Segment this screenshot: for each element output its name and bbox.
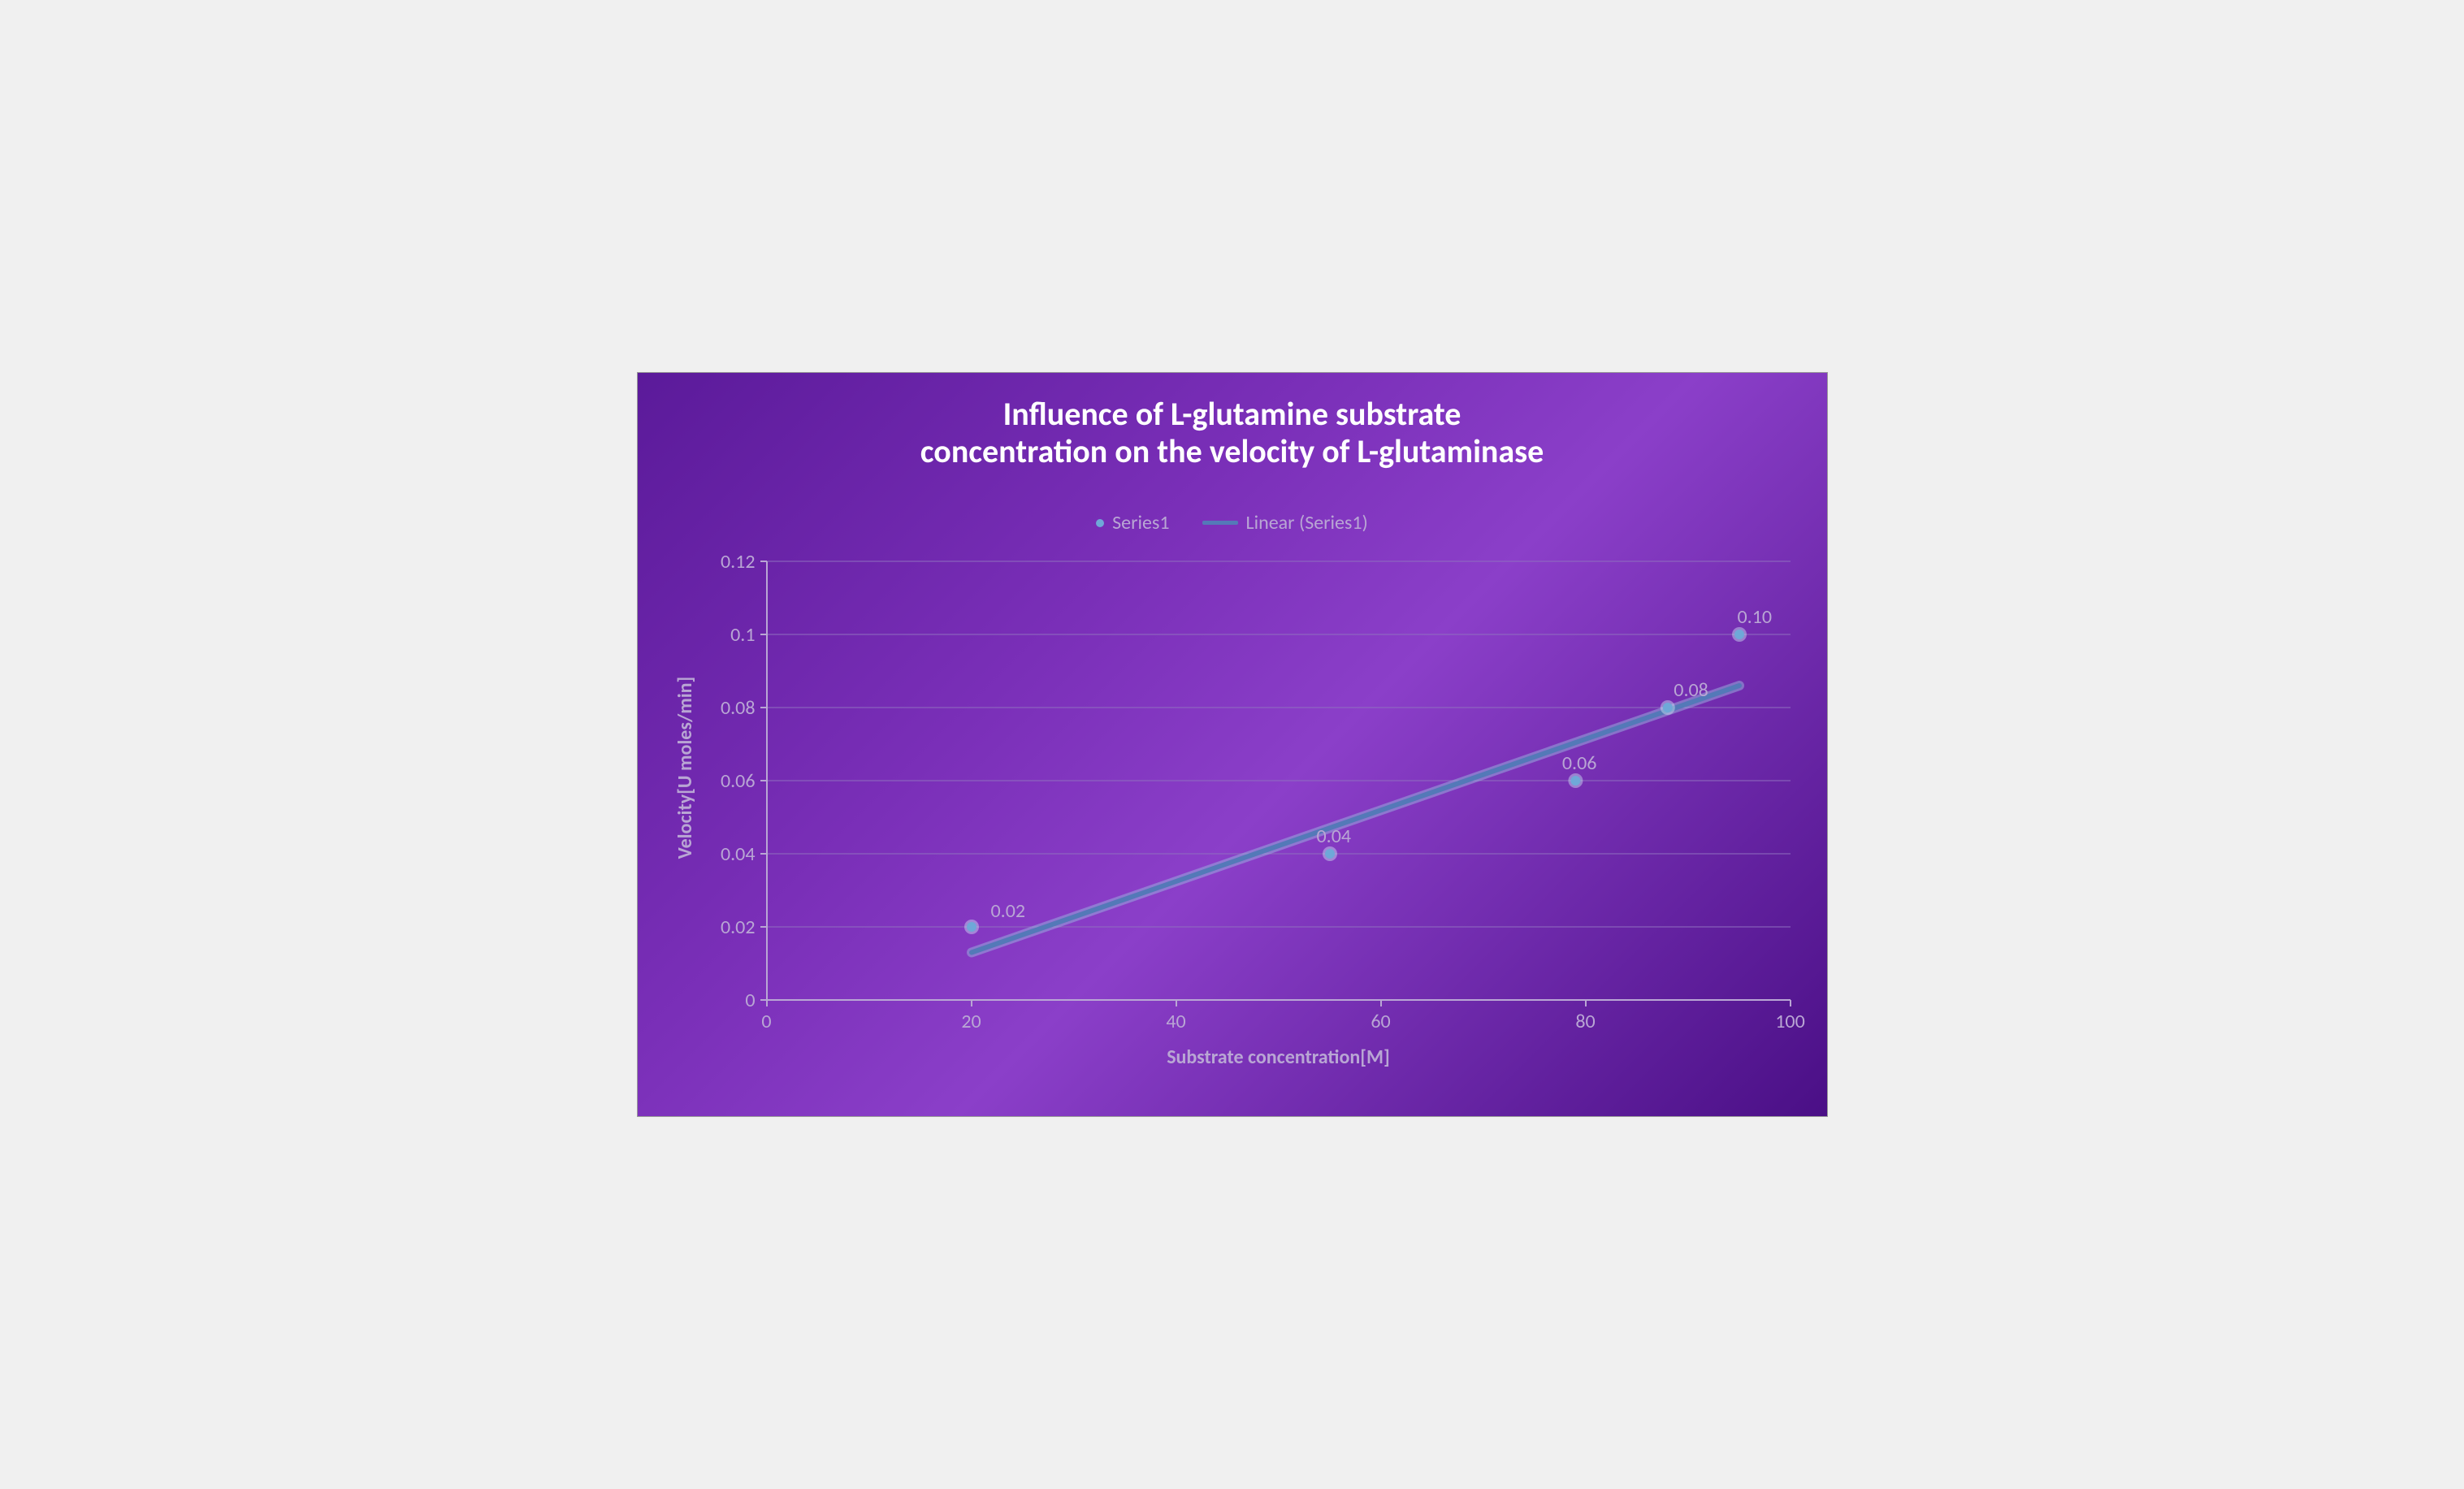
- y-tick-label: 0.04: [691, 842, 756, 866]
- y-tick-label: 0: [691, 989, 756, 1012]
- x-tick-label: 100: [1766, 1010, 1815, 1033]
- x-tick-label: 80: [1561, 1010, 1610, 1033]
- data-point-label: 0.10: [1738, 605, 1773, 629]
- x-tick-label: 20: [947, 1010, 996, 1033]
- legend-item: Linear (Series1): [1202, 511, 1368, 535]
- plot-svg: [767, 561, 1791, 1000]
- y-tick-label: 0.12: [691, 550, 756, 574]
- legend-marker-line-icon: [1202, 521, 1238, 525]
- legend-label: Linear (Series1): [1246, 511, 1368, 535]
- y-tick-label: 0.02: [691, 915, 756, 939]
- chart-container: Influence of L-glutamine substrate conce…: [637, 372, 1828, 1117]
- data-point-label: 0.06: [1562, 751, 1597, 775]
- y-tick-label: 0.08: [691, 696, 756, 720]
- legend-label: Series1: [1112, 511, 1169, 535]
- y-axis-label: Velocity[U moles/min]: [673, 592, 697, 943]
- x-tick-label: 60: [1357, 1010, 1405, 1033]
- x-axis-label: Substrate concentration[M]: [767, 1045, 1791, 1069]
- y-tick-label: 0.1: [691, 623, 756, 647]
- legend-item: Series1: [1096, 511, 1169, 535]
- chart-inner: Influence of L-glutamine substrate conce…: [649, 384, 1816, 1105]
- x-tick-label: 40: [1152, 1010, 1201, 1033]
- data-point-label: 0.02: [991, 899, 1026, 923]
- chart-title: Influence of L-glutamine substrate conce…: [649, 396, 1816, 470]
- legend: Series1 Linear (Series1): [649, 511, 1816, 535]
- data-point-label: 0.04: [1317, 825, 1352, 848]
- y-tick-label: 0.06: [691, 769, 756, 793]
- x-tick-label: 0: [743, 1010, 791, 1033]
- data-point-label: 0.08: [1674, 678, 1708, 702]
- plot-area: 02040608010000.020.040.060.080.10.120.02…: [767, 561, 1791, 1000]
- legend-marker-dot-icon: [1096, 519, 1104, 527]
